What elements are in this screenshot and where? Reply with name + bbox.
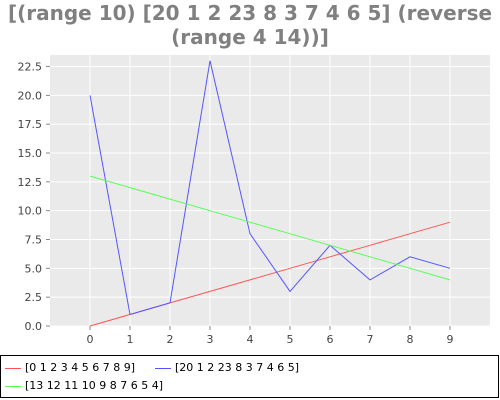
series-line <box>89 60 451 316</box>
legend-item: [13 12 11 10 9 8 7 6 5 4] <box>3 378 163 394</box>
legend-label: [13 12 11 10 9 8 7 6 5 4] <box>25 379 164 392</box>
x-tick-label: 2 <box>167 333 174 346</box>
x-tick-label: 3 <box>207 333 214 346</box>
legend: [0 1 2 3 4 5 6 7 8 9] [20 1 2 23 8 3 7 4… <box>0 355 499 398</box>
x-tick-label: 5 <box>287 333 294 346</box>
y-tick-label: 22.5 <box>18 61 43 74</box>
legend-item: [0 1 2 3 4 5 6 7 8 9] <box>3 360 135 376</box>
x-tick-label: 6 <box>327 333 334 346</box>
x-tick-label: 1 <box>127 333 134 346</box>
plot-area <box>50 55 490 326</box>
grid-lines <box>50 55 490 327</box>
y-tick-label: 7.5 <box>25 234 43 247</box>
x-tick-label: 7 <box>367 333 374 346</box>
y-tick-label: 12.5 <box>18 176 43 189</box>
y-tick-label: 2.5 <box>25 291 43 304</box>
legend-swatch <box>5 385 21 387</box>
x-tick-label: 8 <box>407 333 414 346</box>
y-tick-label: 10.0 <box>18 205 43 218</box>
legend-swatch <box>155 367 171 369</box>
x-tick-label: 0 <box>87 333 94 346</box>
series-line <box>89 175 451 281</box>
y-tick-label: 5.0 <box>25 262 43 275</box>
axes: 0.0 2.5 5.0 7.5 10.0 12.5 15.0 17.5 20.0 22.5 0 1 2 3… <box>18 61 454 346</box>
y-tick-label: 0.0 <box>25 320 43 333</box>
legend-label: [0 1 2 3 4 5 6 7 8 9] <box>25 361 136 374</box>
line-chart: 0.0 2.5 5.0 7.5 10.0 12.5 15.0 17.5 20.0 22.5 0 1 2 3… <box>18 55 490 346</box>
y-tick-label: 15.0 <box>18 147 43 160</box>
chart-title: [(range 10) [20 1 2 23 8 3 7 4 6 5] (rev… <box>7 1 493 49</box>
y-tick-label: 20.0 <box>18 89 43 102</box>
series-lines <box>89 60 451 327</box>
y-tick-label: 17.5 <box>18 118 43 131</box>
x-tick-label: 9 <box>447 333 454 346</box>
legend-swatch <box>5 367 21 369</box>
x-tick-label: 4 <box>247 333 254 346</box>
legend-item: [20 1 2 23 8 3 7 4 6 5] <box>153 360 299 376</box>
legend-label: [20 1 2 23 8 3 7 4 6 5] <box>175 361 300 374</box>
